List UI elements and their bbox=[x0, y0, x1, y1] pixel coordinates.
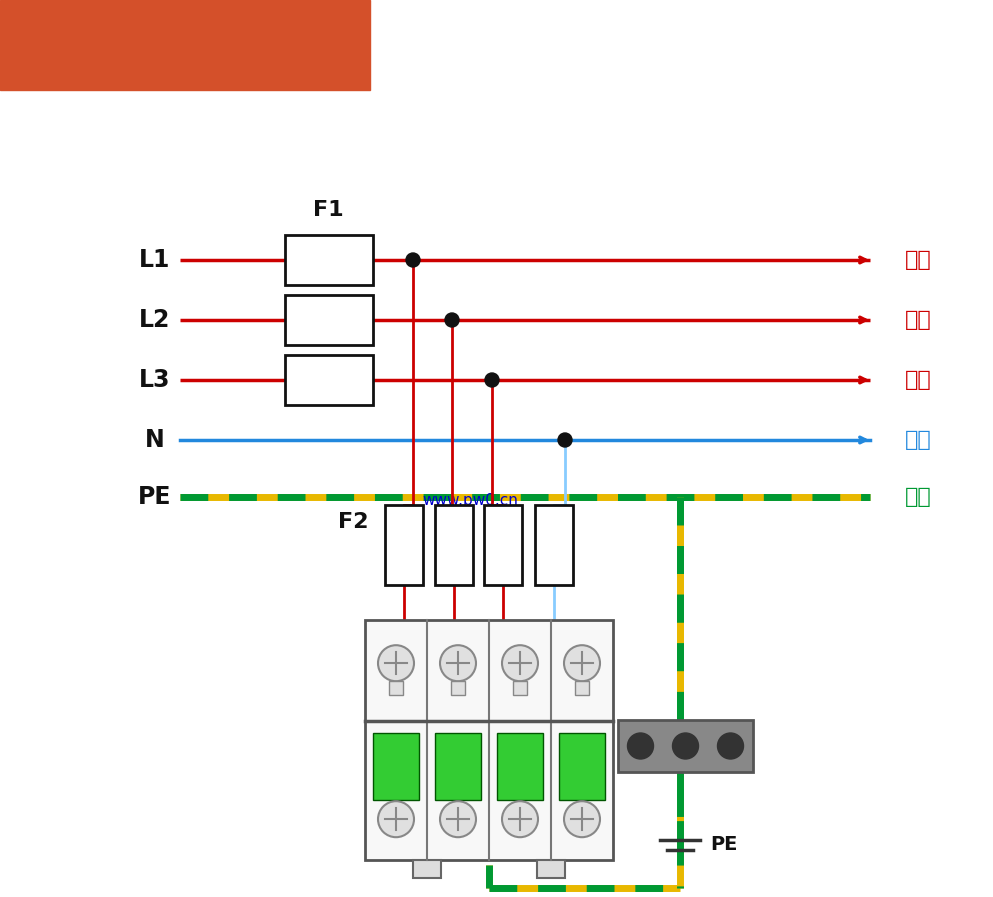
Circle shape bbox=[628, 733, 653, 759]
Text: PE: PE bbox=[138, 485, 172, 509]
Text: L1: L1 bbox=[139, 248, 171, 272]
Circle shape bbox=[485, 373, 499, 387]
Circle shape bbox=[378, 801, 414, 837]
Circle shape bbox=[672, 733, 698, 759]
Bar bbox=[451, 681, 465, 695]
Bar bbox=[285, 355, 373, 405]
Bar bbox=[0, 0, 370, 90]
Circle shape bbox=[502, 645, 538, 681]
Circle shape bbox=[564, 645, 600, 681]
Bar bbox=[373, 733, 419, 800]
Bar bbox=[618, 720, 753, 772]
Text: L2: L2 bbox=[139, 308, 171, 332]
Bar bbox=[575, 681, 589, 695]
Bar bbox=[413, 860, 441, 878]
Bar bbox=[484, 505, 522, 585]
Bar bbox=[385, 505, 423, 585]
Bar bbox=[513, 681, 527, 695]
Bar bbox=[389, 681, 403, 695]
Text: 接线图: 接线图 bbox=[20, 24, 95, 66]
Circle shape bbox=[564, 801, 600, 837]
Text: 火线: 火线 bbox=[905, 250, 931, 270]
Bar bbox=[537, 860, 565, 878]
Circle shape bbox=[558, 433, 572, 447]
Circle shape bbox=[378, 645, 414, 681]
Text: F1: F1 bbox=[313, 200, 344, 220]
Circle shape bbox=[440, 645, 476, 681]
Text: 零线: 零线 bbox=[905, 430, 931, 450]
Bar bbox=[535, 505, 573, 585]
Bar bbox=[285, 235, 373, 285]
Bar bbox=[285, 295, 373, 345]
Text: PE: PE bbox=[710, 835, 738, 855]
Text: 火线: 火线 bbox=[905, 370, 931, 390]
Circle shape bbox=[406, 253, 420, 267]
Circle shape bbox=[718, 733, 744, 759]
Text: N: N bbox=[145, 428, 165, 452]
Circle shape bbox=[502, 801, 538, 837]
Text: 地线: 地线 bbox=[905, 487, 931, 507]
Circle shape bbox=[445, 313, 459, 327]
Bar bbox=[497, 733, 543, 800]
Text: 火线: 火线 bbox=[905, 310, 931, 330]
Circle shape bbox=[440, 801, 476, 837]
Text: L3: L3 bbox=[139, 368, 171, 392]
Bar bbox=[435, 733, 481, 800]
Bar bbox=[559, 733, 605, 800]
Bar bbox=[435, 505, 473, 585]
Text: F2: F2 bbox=[338, 512, 368, 532]
Bar bbox=[365, 620, 613, 860]
Text: www.pw0.cn: www.pw0.cn bbox=[422, 492, 518, 508]
